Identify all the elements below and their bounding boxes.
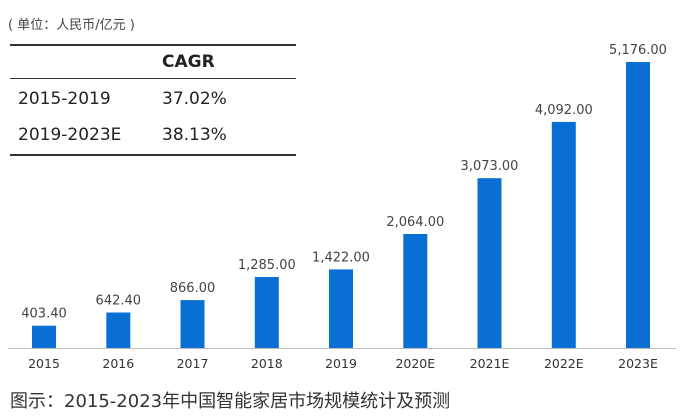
x-tick-label-2020E: 2020E: [395, 356, 435, 371]
value-label-2023E: 5,176.00: [609, 43, 667, 58]
value-label-2018: 1,285.00: [238, 258, 296, 273]
bar-2021E: [477, 178, 502, 348]
value-label-2016: 642.40: [96, 294, 142, 309]
x-tick-label-2016: 2016: [102, 356, 134, 371]
table-row-1-period: 2015-2019: [18, 89, 111, 109]
value-label-2015: 403.40: [21, 307, 67, 322]
unit-label: ( 单位：人民币/亿元 ): [8, 18, 135, 33]
value-label-2021E: 3,073.00: [461, 159, 519, 174]
value-label-2022E: 4,092.00: [535, 103, 593, 118]
table-row-1-cagr: 37.02%: [162, 89, 227, 109]
x-tick-label-2022E: 2022E: [544, 356, 584, 371]
bar-2022E: [551, 121, 576, 349]
value-label-2019: 1,422.00: [312, 250, 370, 265]
bar-2015: [32, 325, 56, 348]
table-bottom-rule: [10, 154, 296, 156]
x-tick-label-2017: 2017: [177, 356, 209, 371]
bar-2020E: [403, 234, 428, 348]
value-label-2017: 866.00: [170, 281, 216, 296]
bar-2023E: [626, 62, 650, 348]
table-top-rule: [10, 44, 296, 46]
table-row-2-cagr: 38.13%: [162, 125, 227, 145]
x-tick-label-2015: 2015: [28, 356, 60, 371]
bar-2019: [329, 269, 353, 348]
bar-2018: [254, 277, 279, 348]
bar-2016: [106, 312, 131, 348]
x-tick-label-2019: 2019: [325, 356, 357, 371]
bar-2017: [180, 300, 205, 348]
table-header-rule: [10, 78, 296, 79]
x-tick-label-2018: 2018: [251, 356, 283, 371]
x-tick-label-2023E: 2023E: [618, 356, 658, 371]
table-header-cagr: CAGR: [162, 52, 215, 72]
table-row-2-period: 2019-2023E: [18, 125, 122, 145]
figure-caption: 图示：2015-2023年中国智能家居市场规模统计及预测: [10, 391, 451, 412]
value-label-2020E: 2,064.00: [386, 215, 444, 230]
x-tick-label-2021E: 2021E: [470, 356, 510, 371]
